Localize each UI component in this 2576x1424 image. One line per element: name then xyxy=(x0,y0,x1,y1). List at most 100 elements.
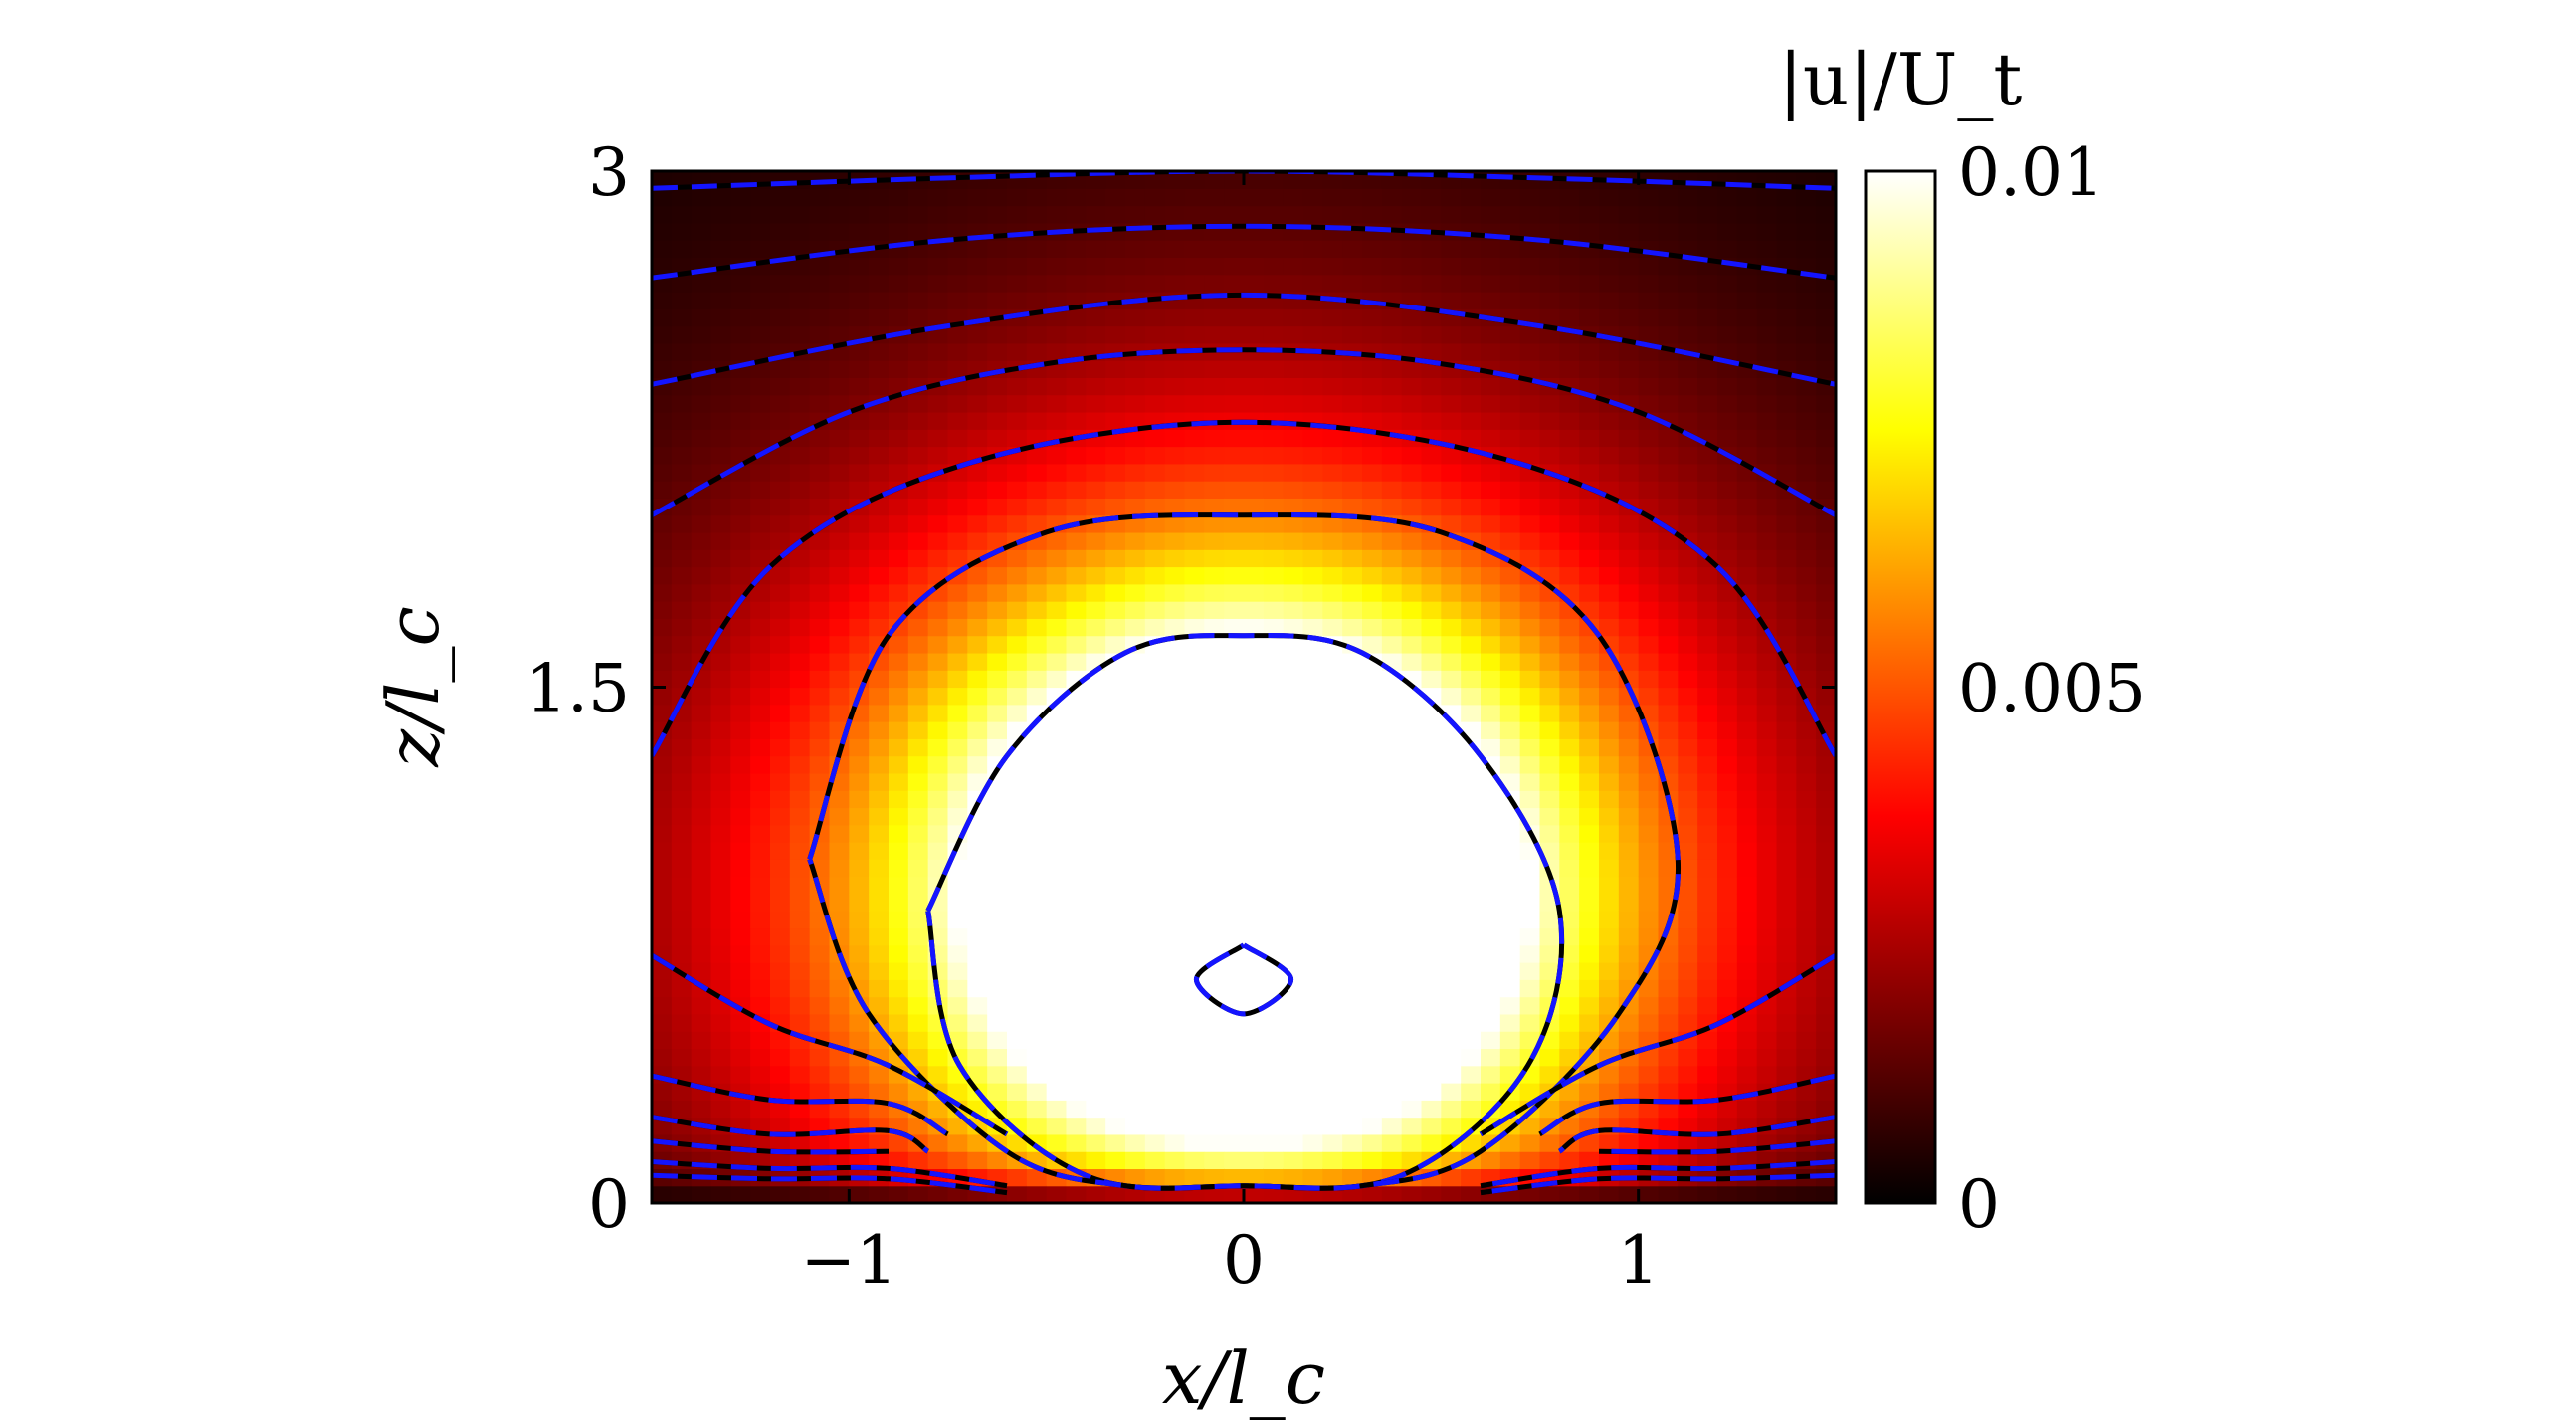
heatmap-cell xyxy=(1322,498,1343,516)
heatmap-cell xyxy=(1441,205,1462,224)
heatmap-cell xyxy=(770,188,791,207)
heatmap-cell xyxy=(1302,446,1323,465)
heatmap-cell xyxy=(1559,687,1580,706)
heatmap-cell xyxy=(1283,704,1304,722)
heatmap-cell xyxy=(1401,996,1423,1015)
heatmap-cell xyxy=(1381,566,1403,585)
heatmap-cell xyxy=(809,1048,831,1067)
heatmap-cell xyxy=(1224,360,1245,378)
heatmap-cell xyxy=(1362,1031,1383,1050)
heatmap-cell xyxy=(1283,1013,1304,1032)
heatmap-cell xyxy=(1816,927,1836,946)
heatmap-cell xyxy=(691,601,712,619)
heatmap-cell xyxy=(1125,411,1146,430)
heatmap-cell xyxy=(987,188,1008,207)
heatmap-cell xyxy=(1481,583,1501,602)
heatmap-cell xyxy=(1164,188,1186,207)
heatmap-cell xyxy=(1638,601,1660,619)
heatmap-cell xyxy=(671,893,693,912)
heatmap-cell xyxy=(730,377,751,396)
heatmap-cell xyxy=(1816,1048,1836,1067)
heatmap-cell xyxy=(1342,481,1363,499)
heatmap-cell xyxy=(1401,446,1423,465)
heatmap-cell xyxy=(1342,1185,1363,1203)
heatmap-cell xyxy=(1717,308,1738,327)
heatmap-cell xyxy=(1697,481,1718,499)
heatmap-cell xyxy=(1066,1031,1087,1050)
heatmap-cell xyxy=(770,325,791,344)
heatmap-cell xyxy=(1499,498,1521,516)
heatmap-cell xyxy=(1717,1065,1738,1084)
heatmap-cell xyxy=(889,738,909,757)
heatmap-cell xyxy=(1125,1133,1146,1152)
heatmap-cell xyxy=(1401,308,1423,327)
heatmap-cell xyxy=(849,1013,870,1032)
heatmap-cell xyxy=(869,308,890,327)
heatmap-cell xyxy=(1026,755,1048,774)
heatmap-cell xyxy=(907,1083,929,1101)
heatmap-cell xyxy=(1164,807,1186,826)
heatmap-cell xyxy=(1105,704,1126,722)
heatmap-cell xyxy=(652,429,673,448)
heatmap-cell xyxy=(1678,601,1698,619)
heatmap-cell xyxy=(1697,618,1718,637)
heatmap-cell xyxy=(1224,531,1245,550)
heatmap-cell xyxy=(1026,188,1048,207)
heatmap-cell xyxy=(1184,377,1205,396)
heatmap-cell xyxy=(1579,944,1600,963)
heatmap-cell xyxy=(1224,893,1245,912)
heatmap-cell xyxy=(1697,601,1718,619)
heatmap-cell xyxy=(1756,1031,1778,1050)
heatmap-cell xyxy=(1302,1133,1323,1152)
heatmap-cell xyxy=(1302,549,1323,568)
heatmap-cell xyxy=(1125,601,1146,619)
heatmap-cell xyxy=(1736,325,1758,344)
heatmap-cell xyxy=(1519,205,1541,224)
heatmap-cell xyxy=(1756,394,1778,413)
heatmap-cell xyxy=(1579,876,1600,895)
heatmap-cell xyxy=(987,325,1008,344)
heatmap-cell xyxy=(1461,1083,1482,1101)
heatmap-cell xyxy=(927,1065,949,1084)
heatmap-cell xyxy=(1283,1168,1304,1187)
heatmap-cell xyxy=(1599,291,1620,309)
heatmap-cell xyxy=(730,240,751,259)
heatmap-cell xyxy=(1481,618,1501,637)
heatmap-cell xyxy=(1678,1083,1698,1101)
heatmap-cell xyxy=(1302,377,1323,396)
heatmap-cell xyxy=(1796,927,1817,946)
heatmap-cell xyxy=(1086,601,1106,619)
heatmap-cell xyxy=(1756,514,1778,533)
heatmap-cell xyxy=(907,188,929,207)
heatmap-cell xyxy=(1539,842,1560,860)
heatmap-cell xyxy=(691,566,712,585)
heatmap-cell xyxy=(1421,481,1442,499)
heatmap-cell xyxy=(1421,377,1442,396)
heatmap-cell xyxy=(789,257,811,276)
heatmap-cell xyxy=(869,670,890,689)
heatmap-cell xyxy=(1481,1065,1501,1084)
heatmap-cell xyxy=(889,687,909,706)
heatmap-cell xyxy=(671,755,693,774)
heatmap-cell xyxy=(1125,1151,1146,1170)
heatmap-cell xyxy=(730,927,751,946)
heatmap-cell xyxy=(1638,996,1660,1015)
heatmap-cell xyxy=(947,755,968,774)
heatmap-cell xyxy=(1224,772,1245,791)
heatmap-cell xyxy=(1638,859,1660,878)
heatmap-cell xyxy=(1481,652,1501,671)
heatmap-cell xyxy=(1618,1083,1640,1101)
heatmap-cell xyxy=(1736,188,1758,207)
heatmap-cell xyxy=(1322,188,1343,207)
heatmap-cell xyxy=(967,704,988,722)
heatmap-cell xyxy=(987,859,1008,878)
heatmap-cell xyxy=(1184,274,1205,293)
heatmap-cell xyxy=(1678,171,1698,189)
heatmap-cell xyxy=(809,394,831,413)
heatmap-cell xyxy=(1026,687,1048,706)
heatmap-cell xyxy=(1381,360,1403,378)
heatmap-cell xyxy=(1322,790,1343,809)
heatmap-cell xyxy=(1421,205,1442,224)
heatmap-cell xyxy=(1499,205,1521,224)
heatmap-cell xyxy=(1007,687,1028,706)
